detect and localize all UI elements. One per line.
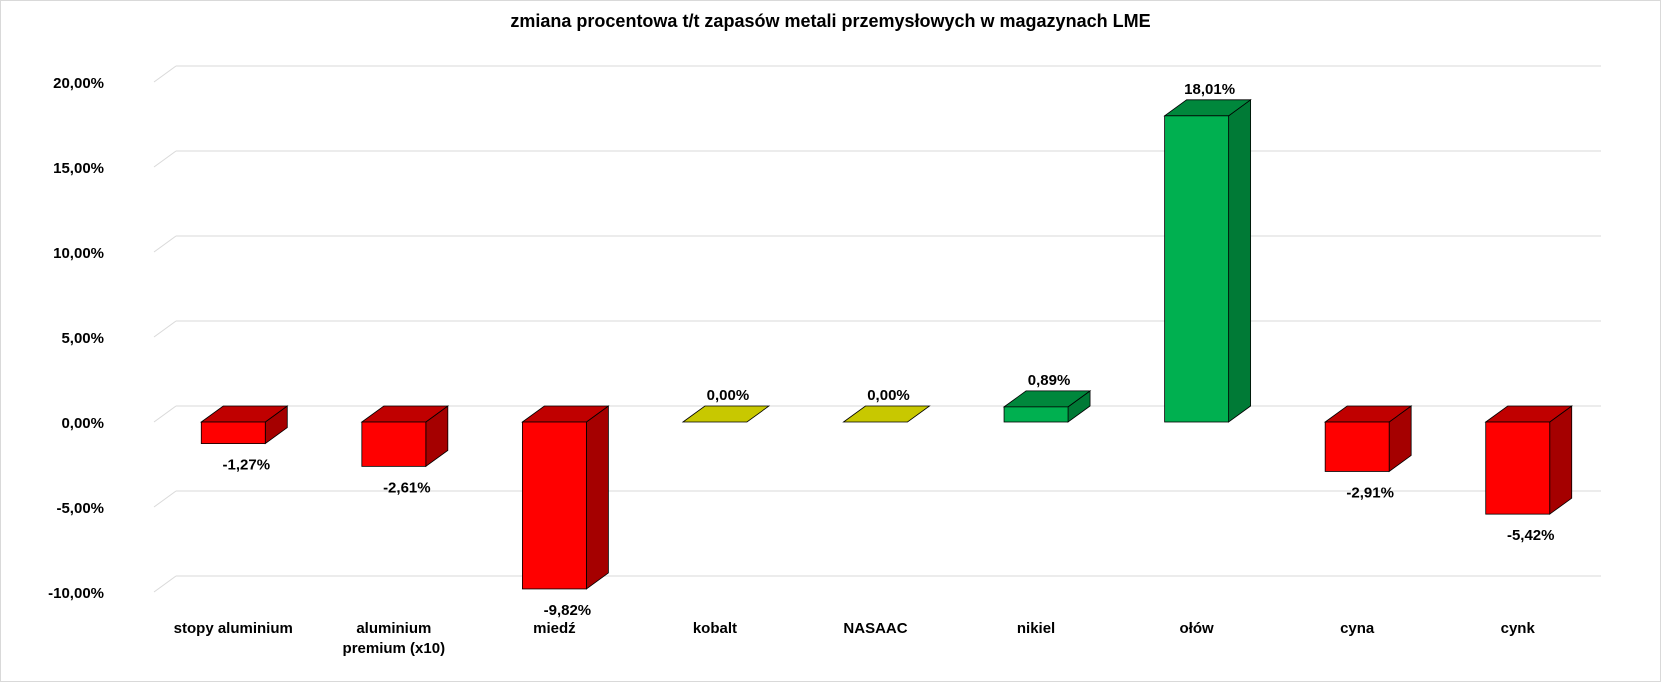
y-tick-label: -10,00%: [48, 585, 104, 602]
x-tick-label-line: cyna: [1340, 620, 1375, 637]
bar-side-face: [585, 405, 609, 590]
bar-9: [1484, 405, 1573, 515]
data-label: 0,00%: [867, 387, 910, 404]
bar-front-face: [1324, 421, 1390, 472]
bar-top-face: [681, 405, 771, 423]
data-label: -9,82%: [544, 602, 592, 619]
bar-8: [1323, 405, 1413, 473]
bar-top-face: [842, 405, 931, 423]
x-tick-label-line: ołów: [1180, 620, 1214, 637]
bar-front-face: [361, 421, 427, 467]
x-tick-label-line: cynk: [1501, 620, 1536, 637]
bar-front-face: [1485, 421, 1551, 515]
y-tick-label: -5,00%: [56, 500, 104, 517]
x-tick-label: miedź: [533, 620, 576, 637]
bar-side-face: [1228, 99, 1252, 423]
bars: [200, 99, 1573, 590]
data-label: -1,27%: [223, 457, 271, 474]
bar-front-face: [200, 421, 266, 444]
bar-4: [681, 405, 771, 423]
bar-front-face: [1003, 406, 1069, 423]
gridline-diagonal: [153, 150, 177, 168]
data-label: -2,91%: [1346, 484, 1394, 501]
x-tick-label-line: kobalt: [693, 620, 737, 637]
x-tick-label-line: aluminium: [356, 620, 431, 637]
x-tick-label: NASAAC: [843, 620, 907, 637]
x-tick-label: cyna: [1340, 620, 1375, 637]
x-tick-label-line: stopy aluminium: [174, 620, 293, 637]
data-label: 0,89%: [1028, 372, 1071, 389]
x-tick-label-line: premium (x10): [343, 640, 446, 657]
x-tick-label: nikiel: [1017, 620, 1055, 637]
data-label: -5,42%: [1507, 527, 1555, 544]
gridline-diagonal: [153, 575, 177, 593]
data-label: -2,61%: [383, 479, 431, 496]
bar-2: [360, 405, 450, 468]
x-tick-label-line: NASAAC: [843, 620, 907, 637]
bar-front-face: [1164, 115, 1230, 423]
x-tick-label-line: miedź: [533, 620, 576, 637]
y-tick-label: 15,00%: [53, 160, 104, 177]
gridline-diagonal: [153, 65, 177, 83]
x-tick-label: kobalt: [693, 620, 737, 637]
y-tick-label: 5,00%: [61, 330, 104, 347]
x-tick-label: stopy aluminium: [174, 620, 293, 637]
x-tick-label: cynk: [1501, 620, 1536, 637]
bar-side-face: [1549, 405, 1573, 515]
data-labels: -1,27% -2,61% -9,82% 0,00% 0,00% 0,89% 18,01% -…: [223, 81, 1555, 619]
y-tick-label: 20,00%: [53, 75, 104, 92]
bar-5: [842, 405, 931, 423]
gridline-diagonal: [153, 405, 177, 423]
data-label: 0,00%: [707, 387, 750, 404]
y-tick-label: 10,00%: [53, 245, 104, 262]
gridline-diagonal: [153, 490, 177, 508]
bar-6: [1002, 390, 1092, 423]
gridline-diagonal: [153, 320, 177, 338]
chart-title: zmiana procentowa t/t zapasów metali prz…: [510, 11, 1151, 31]
bar-3: [521, 405, 610, 590]
x-tick-label: ołów: [1180, 620, 1214, 637]
y-tick-label: 0,00%: [61, 415, 104, 432]
x-tick-label-line: nikiel: [1017, 620, 1055, 637]
gridline-diagonal: [153, 235, 177, 253]
bar-1: [200, 405, 289, 445]
y-axis-ticks: -10,00% -5,00% 0,00% 5,00% 10,00% 15,00% 20,00…: [48, 75, 104, 602]
x-axis-labels: stopy aluminium aluminium premium (x10) mie…: [174, 620, 1536, 657]
x-tick-label: aluminium premium (x10): [343, 620, 446, 657]
bar-7: [1163, 99, 1252, 423]
bar-front-face: [521, 421, 587, 590]
data-label: 18,01%: [1184, 81, 1235, 98]
gridlines: [153, 65, 1601, 593]
